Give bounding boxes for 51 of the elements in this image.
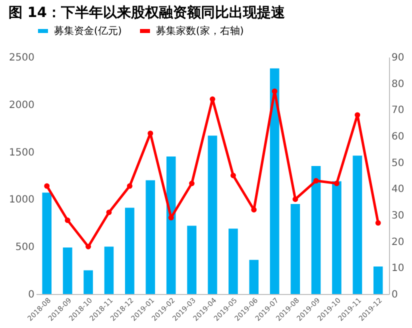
y-tick-label: 500 xyxy=(15,242,34,254)
bar xyxy=(208,136,218,294)
y2-tick-label: 70 xyxy=(392,105,404,116)
y-tick-label: 1500 xyxy=(9,147,34,158)
bar xyxy=(104,246,114,294)
bar xyxy=(290,204,300,294)
point xyxy=(230,172,236,178)
y2-tick-label: 90 xyxy=(392,52,404,64)
point xyxy=(272,88,278,94)
bar xyxy=(332,181,342,294)
point xyxy=(251,207,257,212)
point xyxy=(210,96,216,102)
y-tick-label: 2000 xyxy=(9,100,34,111)
bar xyxy=(125,208,134,294)
y2-tick-label: 40 xyxy=(392,184,404,196)
y2-tick-label: 0 xyxy=(392,290,398,300)
y2-tick-label: 50 xyxy=(392,158,404,169)
y2-tick-label: 20 xyxy=(392,236,404,248)
y-tick-label: 2500 xyxy=(9,52,34,64)
point xyxy=(64,218,70,223)
bar xyxy=(187,226,196,294)
bar xyxy=(228,228,238,294)
point xyxy=(334,180,340,186)
y2-tick-label: 60 xyxy=(392,132,404,142)
bar xyxy=(270,68,280,294)
point xyxy=(313,178,319,184)
legend-label: 募集资金(亿元) xyxy=(54,25,122,37)
bar xyxy=(373,266,383,294)
point xyxy=(354,112,360,118)
chart-title: 图 14：下半年以来股权融资额同比出现提速 xyxy=(8,4,286,21)
y2-tick-label: 10 xyxy=(392,263,404,274)
point xyxy=(126,183,132,189)
point xyxy=(44,183,50,189)
point xyxy=(86,244,92,250)
y2-tick-label: 30 xyxy=(392,210,404,222)
bar xyxy=(249,260,259,294)
bar xyxy=(352,156,362,294)
point xyxy=(292,196,298,202)
y-tick-label: 0 xyxy=(28,290,34,300)
bar xyxy=(62,248,72,294)
bar xyxy=(166,156,176,294)
point xyxy=(106,210,112,216)
point xyxy=(375,220,381,226)
point xyxy=(189,180,195,186)
bar xyxy=(42,192,52,294)
y2-tick-label: 80 xyxy=(392,78,404,90)
y-tick-label: 1000 xyxy=(9,194,34,206)
bar xyxy=(146,180,156,294)
bar xyxy=(311,166,321,294)
legend-label: 募集家数(家，右轴) xyxy=(156,25,244,37)
bar xyxy=(84,270,93,294)
